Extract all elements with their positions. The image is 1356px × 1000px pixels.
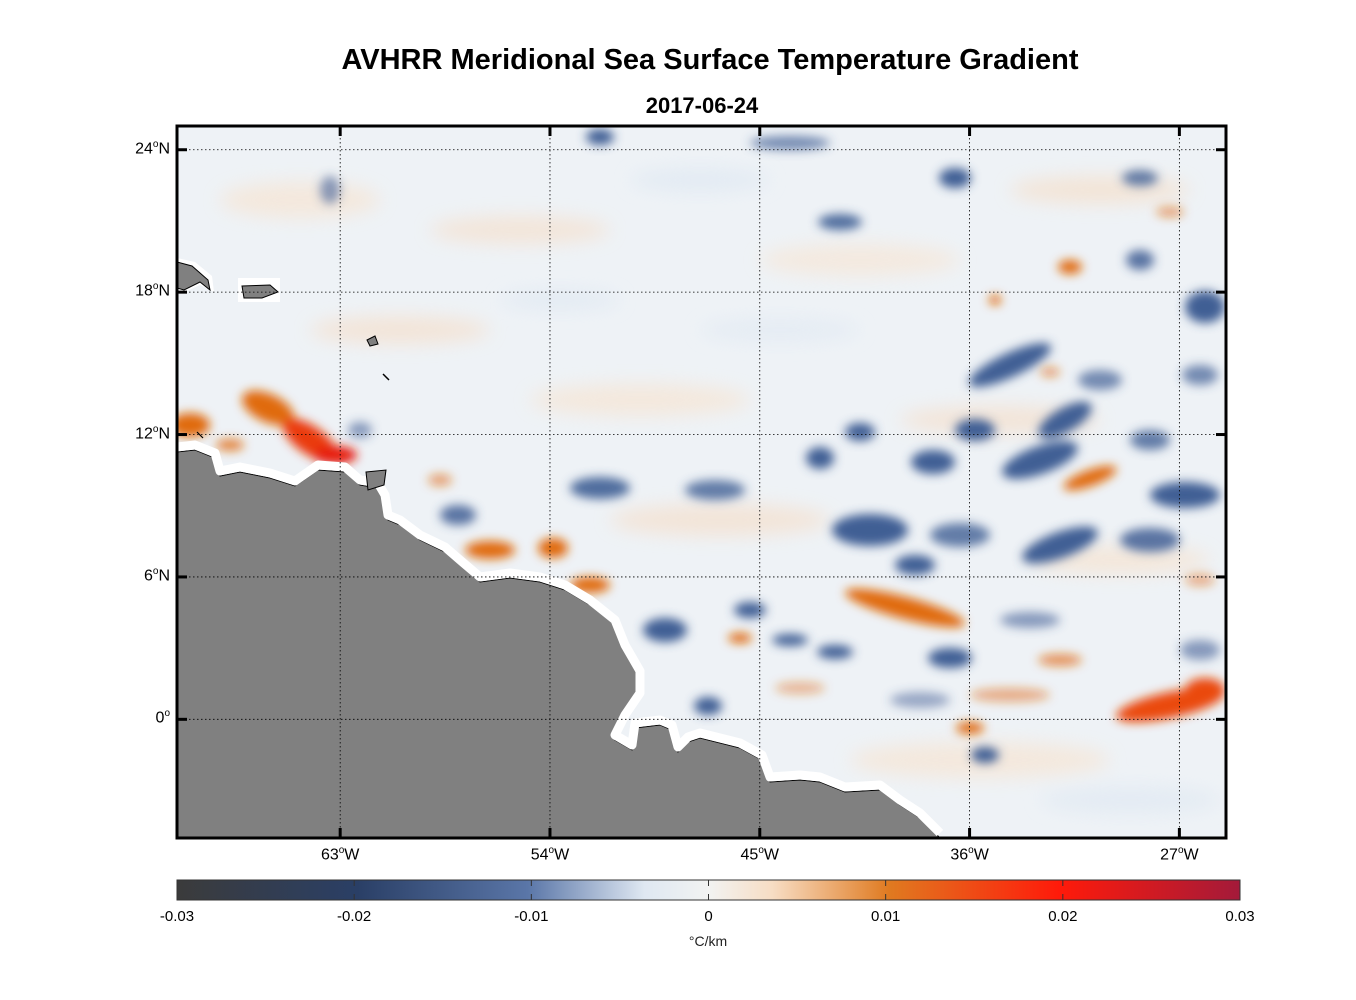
y-tick-label: 18oN [135,281,170,300]
x-tick-label: 36oW [950,845,989,864]
island-trinidad [365,469,387,491]
y-tick-label: 6oN [143,565,170,585]
positive-gradient-features [177,207,1225,734]
island-puerto-rico [241,284,279,299]
x-tick-label: 63oW [320,845,360,864]
colorbar-ticks [176,880,1241,900]
colorbar-tick-label: 0.02 [1048,908,1078,925]
x-tick-label: 27oW [1160,845,1199,864]
negative-gradient-features [320,129,1225,763]
x-tick-label: 45oW [740,845,779,864]
island-st-lucia [196,431,204,439]
background-texture [220,168,1220,814]
colorbar-tick-label: 0.03 [1225,908,1255,925]
colorbar-tick-label: 0.01 [871,908,901,925]
chart-title: AVHRR Meridional Sea Surface Temperature… [341,44,1079,76]
island-martinique [382,373,390,381]
y-tick-label: 12oN [135,423,170,442]
colorbar-tick-label: -0.02 [337,908,372,925]
axis-ticks [177,126,1226,838]
gridlines [177,126,1226,838]
y-tick-label: 0o [155,708,170,727]
y-tick-label: 24oN [135,138,170,158]
island-guadeloupe [366,335,379,347]
colorbar-tick-label: 0 [704,908,713,925]
coastal-nodata-band [177,440,944,837]
map-frame [175,124,1228,840]
colorbar-tick-label: -0.03 [159,908,195,925]
x-tick-label: 54oW [530,845,570,864]
colorbar-units: °C/km [688,933,728,949]
chart-subtitle: 2017-06-24 [645,93,759,118]
colorbar-tick-label: -0.01 [514,908,549,925]
